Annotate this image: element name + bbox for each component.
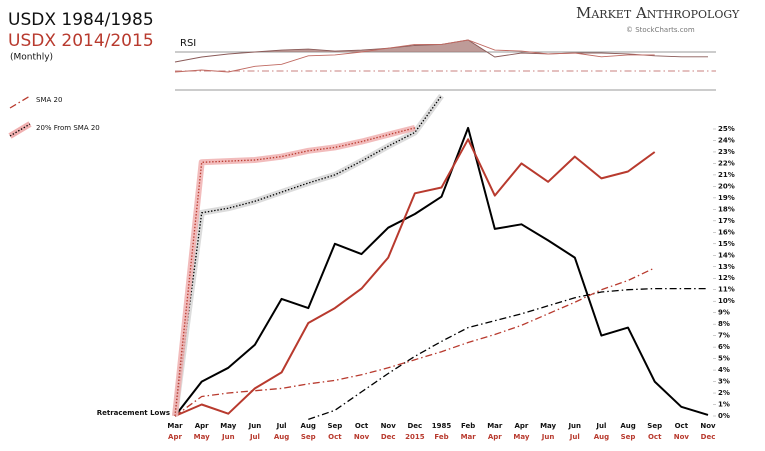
y-tick-label: 5% xyxy=(718,355,730,363)
x-tick-label: Dec xyxy=(381,433,396,441)
y-tick-label: 10% xyxy=(718,297,735,305)
x-tick-label: Mar xyxy=(167,422,183,430)
x-tick-label: Feb xyxy=(461,422,475,430)
x-tick-label: 1985 xyxy=(432,422,452,430)
y-tick-label: 3% xyxy=(718,378,730,386)
y-tick-label: 23% xyxy=(718,148,735,156)
y-tick-label: 14% xyxy=(718,251,735,259)
x-tick-label: Jun xyxy=(567,422,581,430)
series-line xyxy=(174,267,655,417)
x-tick-label: 2015 xyxy=(405,433,425,441)
y-tick-label: 1% xyxy=(718,401,730,409)
legend-sample xyxy=(9,95,31,109)
y-tick-label: 11% xyxy=(718,286,735,294)
x-tick-label: Feb xyxy=(434,433,448,441)
x-tick-label: Mar xyxy=(487,422,503,430)
credit: © StockCharts.com xyxy=(626,26,695,34)
x-tick-label: Jun xyxy=(248,422,262,430)
x-tick-label: Dec xyxy=(407,422,422,430)
y-tick-label: 15% xyxy=(718,240,735,248)
x-tick-label: Sep xyxy=(327,422,342,430)
x-tick-label: Jun xyxy=(541,433,555,441)
series-line xyxy=(174,95,443,417)
x-tick-label: May xyxy=(513,433,529,441)
x-tick-label: Aug xyxy=(594,433,609,441)
y-tick-label: 22% xyxy=(718,159,735,167)
y-tick-label: 24% xyxy=(718,136,735,144)
band-halo xyxy=(172,93,444,417)
x-tick-label: Sep xyxy=(621,433,636,441)
y-tick-label: 4% xyxy=(718,366,730,374)
x-tick-label: Sep xyxy=(647,422,662,430)
x-tick-label: Apr xyxy=(168,433,182,441)
y-tick-label: 7% xyxy=(718,332,730,340)
y-tick-label: 18% xyxy=(718,205,735,213)
legend-sample xyxy=(9,123,31,137)
x-tick-label: May xyxy=(220,422,236,430)
x-tick-label: Jul xyxy=(276,422,287,430)
x-tick-label: Apr xyxy=(488,433,502,441)
x-tick-label: Oct xyxy=(675,422,689,430)
y-tick-label: 0% xyxy=(718,412,730,420)
y-tick-label: 25% xyxy=(718,125,735,133)
x-tick-label: Jul xyxy=(249,433,260,441)
legend-label: 20% From SMA 20 xyxy=(36,124,100,132)
x-tick-label: Aug xyxy=(620,422,635,430)
x-tick-label: Oct xyxy=(648,433,662,441)
y-tick-label: 9% xyxy=(718,309,730,317)
y-tick-label: 16% xyxy=(718,228,735,236)
x-tick-label: Jul xyxy=(569,433,580,441)
x-tick-label: Oct xyxy=(355,422,369,430)
legend-label: SMA 20 xyxy=(36,96,62,104)
x-tick-label: Nov xyxy=(381,422,397,430)
x-tick-label: Sep xyxy=(301,433,316,441)
x-tick-label: May xyxy=(194,433,210,441)
brand: Market Anthropology xyxy=(576,4,740,22)
x-tick-label: Jul xyxy=(595,422,606,430)
y-tick-label: 8% xyxy=(718,320,730,328)
x-tick-label: Mar xyxy=(461,433,477,441)
x-tick-label: Jun xyxy=(221,433,235,441)
rsi-line xyxy=(174,39,655,73)
x-tick-label: Apr xyxy=(515,422,529,430)
x-tick-label: Nov xyxy=(700,422,716,430)
rsi-area xyxy=(175,40,708,52)
x-tick-label: Dec xyxy=(701,433,716,441)
y-tick-label: 12% xyxy=(718,274,735,282)
x-tick-label: Aug xyxy=(301,422,316,430)
x-tick-label: May xyxy=(540,422,556,430)
y-tick-label: 19% xyxy=(718,194,735,202)
series-line xyxy=(174,127,416,417)
x-tick-label: Nov xyxy=(674,433,690,441)
series-line xyxy=(308,287,708,421)
x-tick-label: Nov xyxy=(354,433,370,441)
annotation: Retracement Lows xyxy=(97,409,170,417)
y-tick-label: 21% xyxy=(718,171,735,179)
y-tick-label: 6% xyxy=(718,343,730,351)
y-tick-label: 13% xyxy=(718,263,735,271)
x-tick-label: Apr xyxy=(195,422,209,430)
band-halo xyxy=(172,124,416,417)
y-tick-label: 17% xyxy=(718,217,735,225)
x-tick-label: Aug xyxy=(274,433,289,441)
x-tick-label: Oct xyxy=(328,433,342,441)
y-tick-label: 20% xyxy=(718,182,735,190)
series-line xyxy=(174,126,709,417)
y-tick-label: 2% xyxy=(718,389,730,397)
legend-title: USDX 2014/2015 xyxy=(8,31,154,51)
rsi-title: RSI xyxy=(180,38,196,49)
legend-title: USDX 1984/1985 xyxy=(8,10,154,30)
subtitle: (Monthly) xyxy=(10,53,53,63)
series-line xyxy=(174,138,656,417)
